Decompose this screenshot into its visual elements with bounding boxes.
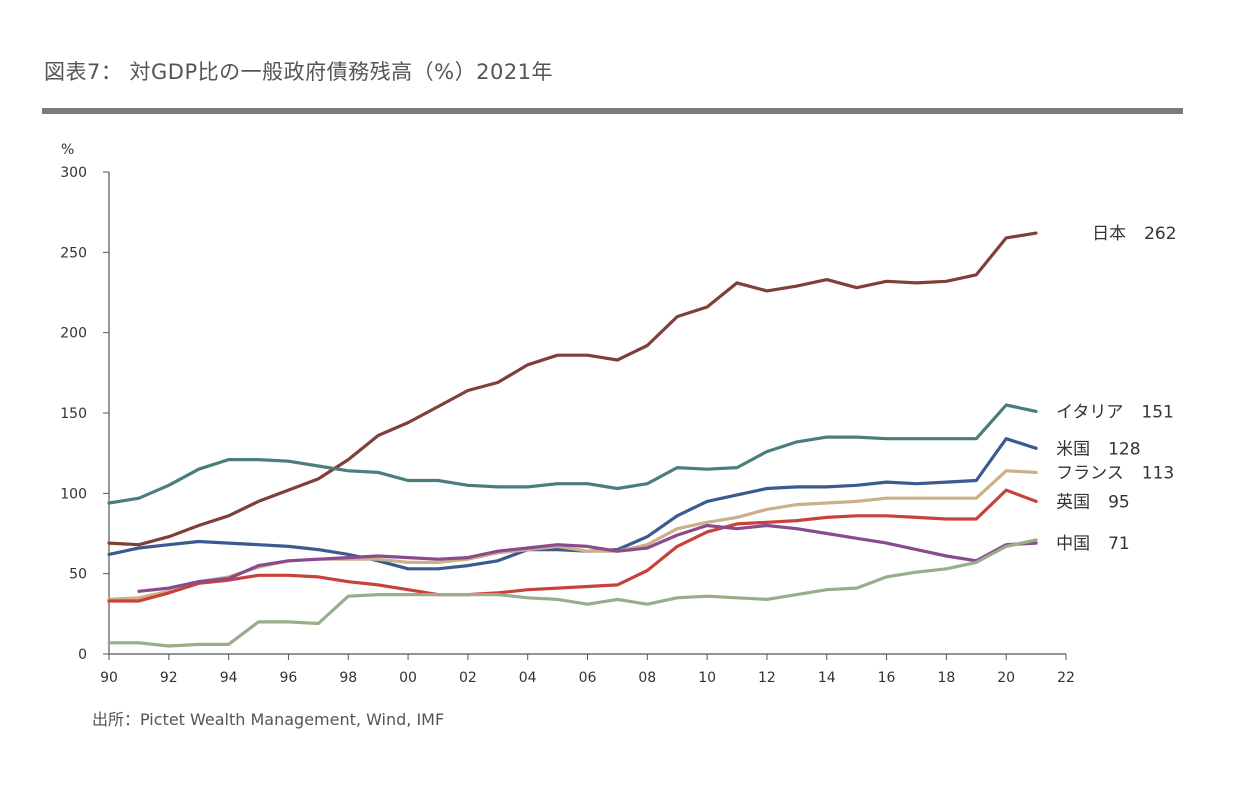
series-end-label: 米国 128 <box>1056 439 1140 459</box>
series-line <box>137 523 1038 593</box>
series-end-label: 日本 262 <box>1092 224 1176 244</box>
series-line <box>107 488 1038 603</box>
x-tick-label: 18 <box>937 670 955 686</box>
series-end-label: 英国 95 <box>1056 492 1130 512</box>
x-tick-label: 94 <box>220 670 238 686</box>
series-line <box>107 469 1038 602</box>
chart-title: 図表7： 対GDP比の一般政府債務残高（%）2021年 <box>44 60 554 84</box>
x-tick-label: 22 <box>1057 670 1075 686</box>
x-tick-label: 96 <box>280 670 298 686</box>
series-line <box>107 538 1038 648</box>
y-tick-label: 150 <box>60 406 87 422</box>
series-end-value: 95 <box>1108 492 1130 512</box>
x-tick-label: 10 <box>698 670 716 686</box>
series-end-label: イタリア 151 <box>1056 402 1174 422</box>
series-line <box>107 231 1038 547</box>
x-tick-label: 02 <box>459 670 477 686</box>
y-axis-unit-label: % <box>61 142 74 158</box>
axes: 0 50 100 150 200 250 300 90 92 94 96 98 00 02 04 06 08 10… <box>60 165 1075 686</box>
series-name: イタリア <box>1056 402 1123 422</box>
y-tick-label: 50 <box>69 567 87 583</box>
series-lines <box>107 231 1038 648</box>
series-name: 米国 <box>1056 439 1090 459</box>
x-tick-label: 92 <box>160 670 178 686</box>
series-labels: 日本 262 イタリア 151 米国 128 フランス 113 英国 95 中国 71 <box>1056 224 1176 554</box>
source-note: 出所：Pictet Wealth Management, Wind, IMF <box>92 710 445 729</box>
x-tick-label: 14 <box>818 670 836 686</box>
title-divider <box>42 108 1183 114</box>
y-tick-label: 100 <box>60 486 87 502</box>
x-tick-label: 20 <box>997 670 1015 686</box>
series-end-label: フランス 113 <box>1056 463 1174 483</box>
series-name: 日本 <box>1092 224 1126 244</box>
series-line <box>107 403 1038 505</box>
x-tick-label: 04 <box>519 670 537 686</box>
series-name: フランス <box>1056 463 1124 483</box>
y-tick-label: 0 <box>78 647 87 663</box>
x-tick-label: 00 <box>399 670 417 686</box>
series-end-value: 151 <box>1141 402 1173 422</box>
series-end-value: 262 <box>1144 224 1176 244</box>
y-tick-label: 250 <box>60 245 87 261</box>
series-end-value: 128 <box>1108 439 1140 459</box>
y-tick-label: 200 <box>60 326 87 342</box>
series-end-label: 中国 71 <box>1056 534 1130 554</box>
x-tick-label: 16 <box>878 670 896 686</box>
y-tick-label: 300 <box>60 165 87 181</box>
series-name: 英国 <box>1056 492 1090 512</box>
x-tick-label: 08 <box>638 670 656 686</box>
series-end-value: 113 <box>1142 463 1174 483</box>
series-name: 中国 <box>1056 534 1090 554</box>
x-tick-label: 12 <box>758 670 776 686</box>
x-tick-label: 90 <box>100 670 118 686</box>
x-tick-label: 98 <box>339 670 357 686</box>
x-tick-label: 06 <box>579 670 597 686</box>
series-end-value: 71 <box>1108 534 1130 554</box>
